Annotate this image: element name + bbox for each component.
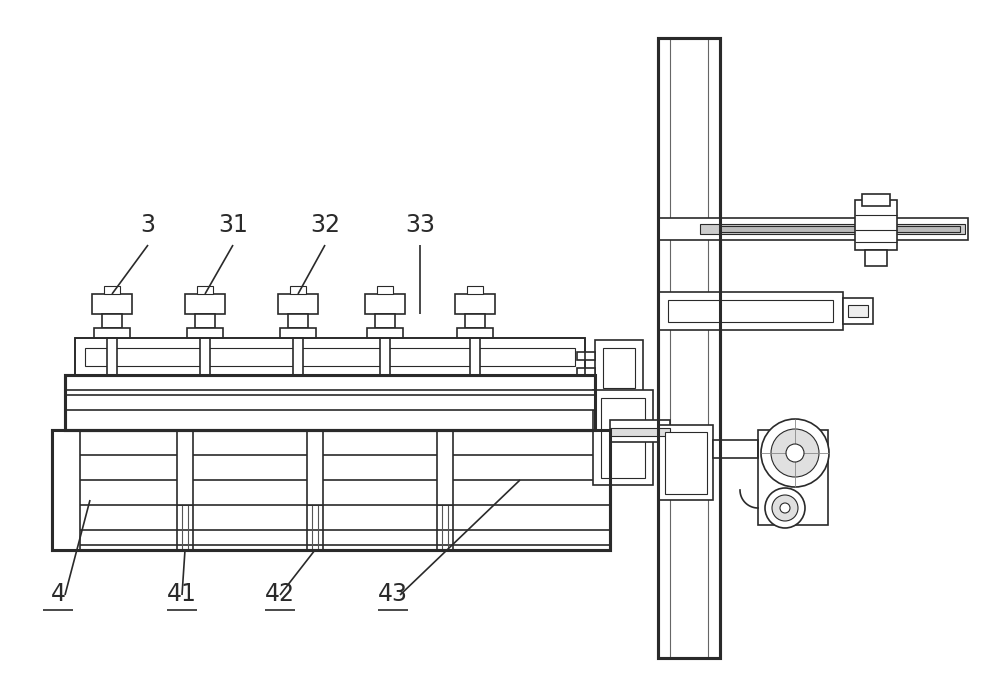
Text: 3: 3 — [141, 213, 156, 237]
Bar — [367, 328, 403, 338]
Bar — [610, 420, 670, 442]
Bar — [75, 338, 585, 375]
Bar — [185, 294, 225, 314]
Bar — [52, 430, 610, 550]
Bar — [465, 314, 485, 328]
Bar — [470, 338, 480, 375]
Bar — [577, 368, 595, 376]
Bar — [177, 430, 193, 505]
Bar — [700, 224, 965, 234]
Bar — [107, 338, 117, 375]
Bar — [658, 38, 720, 658]
Circle shape — [761, 419, 829, 487]
Bar — [862, 194, 890, 206]
Bar — [457, 328, 493, 338]
Bar — [610, 428, 670, 436]
Bar — [307, 430, 323, 505]
Bar — [865, 250, 887, 266]
Bar — [603, 348, 635, 388]
Bar — [375, 314, 395, 328]
Circle shape — [771, 429, 819, 477]
Bar — [200, 338, 210, 375]
Bar — [280, 328, 316, 338]
Text: 43: 43 — [378, 582, 408, 606]
Bar — [65, 390, 595, 410]
Bar — [52, 430, 610, 550]
Bar — [365, 294, 405, 314]
Bar — [668, 300, 833, 322]
Bar — [65, 375, 595, 430]
Text: 42: 42 — [265, 582, 295, 606]
Bar — [94, 328, 130, 338]
Bar — [380, 338, 390, 375]
Bar — [455, 294, 495, 314]
Bar — [658, 38, 720, 658]
Bar — [437, 430, 453, 505]
Bar — [288, 314, 308, 328]
Bar — [52, 430, 80, 550]
Bar — [187, 328, 223, 338]
Bar — [713, 440, 758, 458]
Text: 33: 33 — [405, 213, 435, 237]
Bar — [102, 314, 122, 328]
Circle shape — [765, 488, 805, 528]
Bar — [848, 305, 868, 317]
Bar — [601, 398, 645, 478]
Bar — [658, 292, 843, 330]
Bar — [595, 340, 643, 395]
Bar — [104, 286, 120, 294]
Bar — [758, 430, 828, 525]
Bar — [658, 425, 713, 500]
Bar — [665, 432, 707, 494]
Bar — [593, 390, 653, 485]
Bar — [658, 218, 968, 240]
Text: 41: 41 — [167, 582, 197, 606]
Bar — [855, 200, 897, 250]
Bar — [577, 352, 595, 360]
Circle shape — [786, 444, 804, 462]
Bar — [290, 286, 306, 294]
Bar — [85, 348, 575, 366]
Bar — [65, 375, 595, 430]
Bar — [467, 286, 483, 294]
Bar — [843, 298, 873, 324]
Bar — [278, 294, 318, 314]
Text: 31: 31 — [218, 213, 248, 237]
Bar — [92, 294, 132, 314]
Text: 32: 32 — [310, 213, 340, 237]
Circle shape — [772, 495, 798, 521]
Bar — [377, 286, 393, 294]
Circle shape — [780, 503, 790, 513]
Text: 4: 4 — [51, 582, 66, 606]
Bar — [197, 286, 213, 294]
Bar — [195, 314, 215, 328]
Bar — [75, 338, 585, 375]
Bar — [293, 338, 303, 375]
Bar — [720, 226, 960, 232]
